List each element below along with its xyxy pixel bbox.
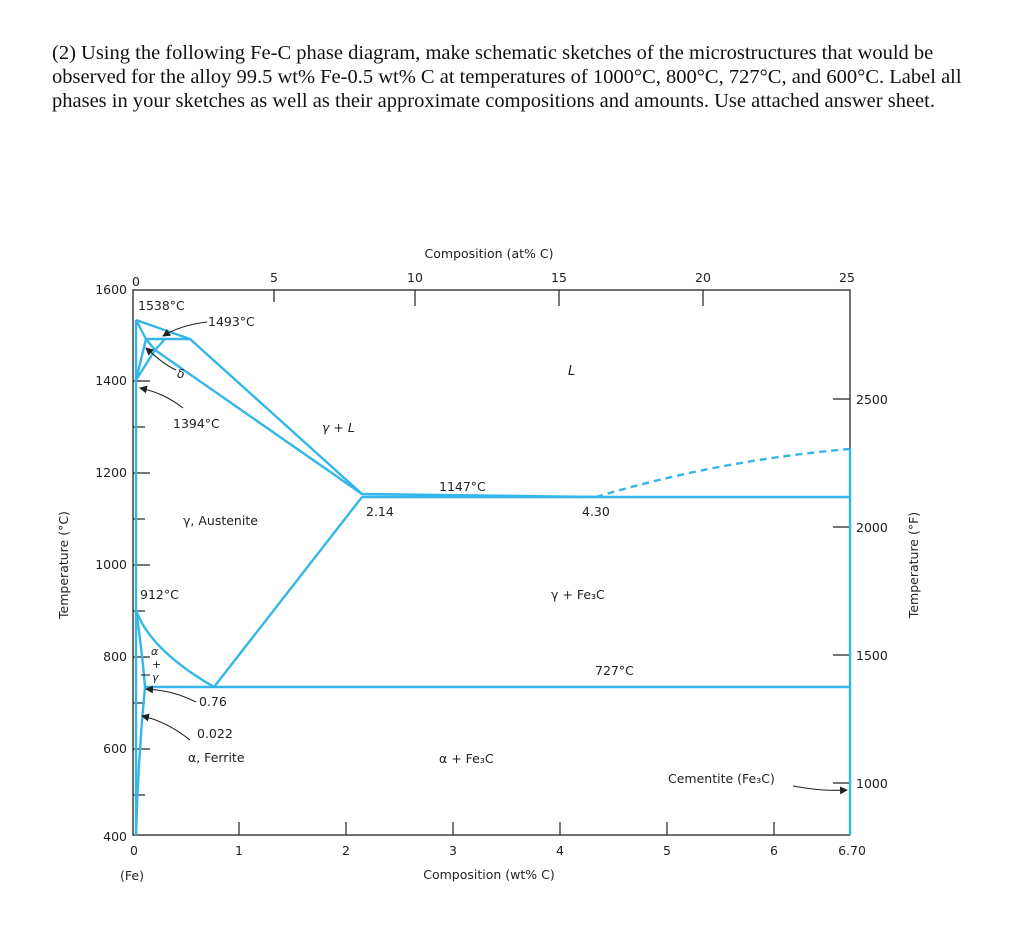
question-text: (2) Using the following Fe-C phase diagr…: [52, 42, 962, 112]
left-tick-1000: 1000: [95, 557, 127, 572]
top-tick-15: 15: [551, 270, 567, 285]
label-ferrite: α, Ferrite: [188, 750, 245, 765]
left-axis-title: Temperature (°C): [56, 511, 71, 620]
bottom-tick-0: 0: [130, 843, 138, 858]
right-tick-1000: 1000: [856, 776, 888, 791]
top-tick-25: 25: [839, 270, 855, 285]
label-cementite: Cementite (Fe₃C): [668, 771, 775, 786]
bottom-tick-6: 6: [770, 843, 778, 858]
label-0-76: 0.76: [199, 694, 227, 709]
label-alpha-top: α: [151, 645, 159, 658]
label-delta: δ: [177, 366, 185, 381]
right-tick-1500: 1500: [856, 648, 888, 663]
left-tick-400: 400: [103, 829, 127, 844]
right-axis-ticks: [833, 398, 850, 784]
bottom-tick-1: 1: [235, 843, 243, 858]
top-tick-0: 0: [132, 274, 140, 289]
label-727c: 727°C: [595, 663, 634, 678]
top-tick-10: 10: [407, 270, 423, 285]
left-tick-800: 800: [103, 649, 127, 664]
label-1147c: 1147°C: [439, 479, 486, 494]
bottom-tick-6-70: 6.70: [838, 843, 866, 858]
left-tick-600: 600: [103, 741, 127, 756]
right-axis-title: Temperature (°F): [906, 512, 921, 619]
label-1538c: 1538°C: [138, 298, 185, 313]
label-liquid: L: [568, 364, 575, 379]
label-4-30: 4.30: [582, 504, 610, 519]
label-2-14: 2.14: [366, 504, 394, 519]
left-tick-1200: 1200: [95, 465, 127, 480]
left-tick-1600: 1600: [95, 282, 127, 297]
bottom-sublabel-fe: (Fe): [120, 868, 144, 883]
bottom-tick-2: 2: [342, 843, 350, 858]
label-alpha-plus: +: [152, 658, 161, 671]
label-austenite: γ, Austenite: [183, 513, 258, 528]
bottom-tick-5: 5: [663, 843, 671, 858]
label-0-022: 0.022: [197, 726, 233, 741]
right-tick-2000: 2000: [856, 520, 888, 535]
bottom-axis-title: Composition (wt% C): [423, 867, 555, 882]
label-1493c: 1493°C: [208, 314, 255, 329]
right-tick-2500: 2500: [856, 392, 888, 407]
left-tick-1400: 1400: [95, 373, 127, 388]
label-gamma-plus-liquid: γ + L: [322, 420, 355, 435]
bottom-tick-4: 4: [556, 843, 564, 858]
top-tick-5: 5: [270, 270, 278, 285]
bottom-axis-ticks: [238, 822, 775, 835]
label-912c: 912°C: [140, 587, 179, 602]
pointer-arrows: [139, 321, 848, 795]
label-alpha-gamma: γ: [152, 671, 159, 684]
label-gamma-plus-fe3c: γ + Fe₃C: [551, 587, 605, 602]
label-alpha-plus-fe3c: α + Fe₃C: [439, 751, 494, 766]
label-1394c: 1394°C: [173, 416, 220, 431]
top-axis-ticks: [273, 290, 704, 306]
top-tick-20: 20: [695, 270, 711, 285]
bottom-tick-3: 3: [449, 843, 457, 858]
top-axis-title: Composition (at% C): [425, 246, 554, 261]
